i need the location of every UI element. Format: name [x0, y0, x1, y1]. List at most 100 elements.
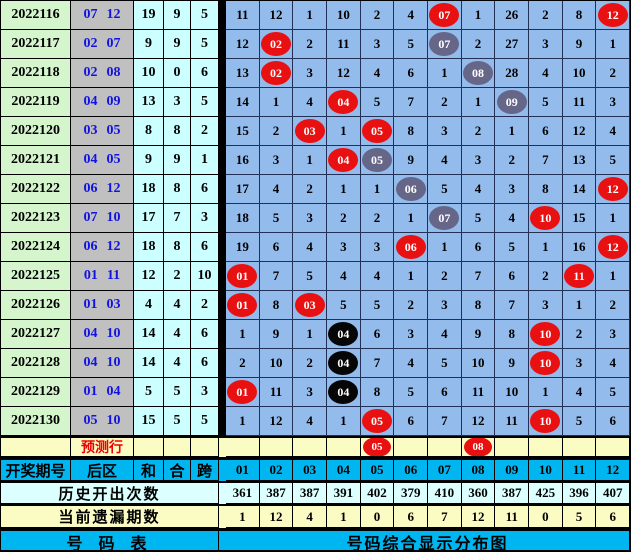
section-divider: [219, 233, 226, 262]
grid-cell: 7: [360, 349, 395, 378]
sum-cell: 12: [134, 262, 164, 291]
grid-cell: 14: [226, 88, 260, 117]
grid-cell: 3: [360, 233, 395, 262]
grid-cell: 02: [259, 59, 294, 88]
span-cell: 2: [191, 117, 219, 146]
grid-cell: 1: [327, 407, 361, 436]
he-cell: 2: [164, 262, 191, 291]
current-omission-row: 当前遗漏期数 1 12 4 1 0 6 7 12 11 0 5 6: [1, 504, 630, 528]
backzone-cell: 02 08: [71, 59, 134, 88]
ball-red: 01: [227, 264, 258, 288]
ball-red: 12: [597, 177, 628, 201]
grid-cell: 9: [259, 320, 294, 349]
grid-cell: 4: [596, 349, 630, 378]
grid-cell: [495, 438, 530, 457]
grid-cell: 3: [327, 233, 361, 262]
ball-red: 07: [429, 3, 460, 27]
grid-cell: 11: [495, 407, 530, 436]
ball-red: 12: [597, 235, 628, 259]
prediction-number-cells: 05 08: [226, 438, 630, 457]
backzone-cell: 04 09: [71, 88, 134, 117]
header-number-cell: 01: [226, 460, 260, 481]
grid-row-cells: 01 8 03 5 5 2 3 8 7 3 1 2: [226, 291, 630, 320]
grid-cell: 3: [596, 320, 630, 349]
grid-cell: 2: [360, 204, 395, 233]
section-divider: [219, 59, 226, 88]
draw-row: 2022128 04 10 14 4 6 2 10 2 04 7 4 5 10 9 10 3 4: [1, 349, 630, 378]
grid-cell: 3: [394, 320, 429, 349]
period-cell: 2022128: [1, 349, 71, 378]
grid-cell: 3: [428, 117, 462, 146]
grid-cell: 11: [562, 262, 597, 291]
grid-cell: 1: [259, 88, 294, 117]
grid-row-cells: 12 02 2 11 3 5 07 2 27 3 9 1: [226, 30, 630, 59]
ball-red: 01: [227, 380, 258, 404]
span-cell: 6: [191, 59, 219, 88]
ball-red: 05: [363, 438, 392, 456]
history-count-cell: 379: [394, 483, 429, 504]
grid-cell: 1: [461, 1, 496, 30]
grid-cell: 6: [428, 378, 462, 407]
grid-cell: 10: [529, 407, 563, 436]
backzone-cell: 06 12: [71, 175, 134, 204]
grid-cell: 9: [495, 349, 530, 378]
grid-cell: 06: [394, 175, 429, 204]
grid-cell: 5: [293, 262, 328, 291]
grid-row-cells: 01 7 5 4 4 1 2 7 6 2 11 1: [226, 262, 630, 291]
backzone-number-1: 06: [83, 239, 98, 254]
grid-cell: 5: [596, 146, 630, 175]
section-divider: [219, 88, 226, 117]
grid-cell: 16: [226, 146, 260, 175]
backzone-cell: 06 12: [71, 233, 134, 262]
period-cell: 2022122: [1, 175, 71, 204]
grid-cell: 10: [529, 204, 563, 233]
grid-cell: 4: [360, 262, 395, 291]
span-cell: 2: [191, 291, 219, 320]
draw-row: 2022120 03 05 8 8 2 15 2 03 1 05 8 3 2 1 6 12 4: [1, 117, 630, 146]
grid-cell: 1: [428, 233, 462, 262]
grid-cell: 05: [360, 117, 395, 146]
grid-cell: 2: [461, 30, 496, 59]
grid-cell: 13: [226, 59, 260, 88]
period-cell: 2022130: [1, 407, 71, 436]
grid-cell: 6: [259, 233, 294, 262]
grid-cell: 6: [596, 407, 630, 436]
backzone-number-2: 05: [106, 152, 121, 167]
span-cell: 6: [191, 233, 219, 262]
grid-cell: 2: [259, 117, 294, 146]
ball-gray: 05: [362, 148, 393, 172]
grid-cell: 08: [461, 59, 496, 88]
omission-count-cell: 0: [529, 506, 563, 528]
ball-gray: 07: [429, 206, 460, 230]
grid-cell: 5: [428, 175, 462, 204]
grid-cell: 1: [327, 175, 361, 204]
section-divider: [219, 407, 226, 436]
draw-row: 2022125 01 11 12 2 10 01 7 5 4 4 1 2 7 6 2 11 1: [1, 262, 630, 291]
grid-cell: 06: [394, 233, 429, 262]
grid-cell: 4: [394, 1, 429, 30]
grid-cell: 1: [529, 378, 563, 407]
grid-cell: 5: [394, 30, 429, 59]
grid-cell: 1: [562, 291, 597, 320]
grid-cell: 1: [394, 262, 429, 291]
period-cell: 2022126: [1, 291, 71, 320]
period-cell: 2022120: [1, 117, 71, 146]
grid-cell: 1: [529, 233, 563, 262]
omission-count-cell: 11: [495, 506, 530, 528]
backzone-cell: 07 10: [71, 204, 134, 233]
backzone-cell: 07 12: [71, 1, 134, 30]
grid-cell: 3: [428, 291, 462, 320]
grid-cell: 05: [360, 407, 395, 436]
grid-cell: 04: [327, 349, 361, 378]
grid-cell: 8: [495, 320, 530, 349]
grid-cell: 1: [293, 320, 328, 349]
backzone-number-2: 05: [106, 123, 121, 138]
grid-row-cells: 13 02 3 12 4 6 1 08 28 4 10 2: [226, 59, 630, 88]
draw-row: 2022124 06 12 18 8 6 19 6 4 3 3 06 1 6 5 1 16 12: [1, 233, 630, 262]
grid-cell: 4: [293, 407, 328, 436]
draw-row: 2022118 02 08 10 0 6 13 02 3 12 4 6 1 08 28 4 10 2: [1, 59, 630, 88]
period-cell: 2022118: [1, 59, 71, 88]
ball-gray: 06: [395, 177, 426, 201]
grid-cell: 09: [495, 88, 530, 117]
grid-cell: 12: [596, 233, 630, 262]
